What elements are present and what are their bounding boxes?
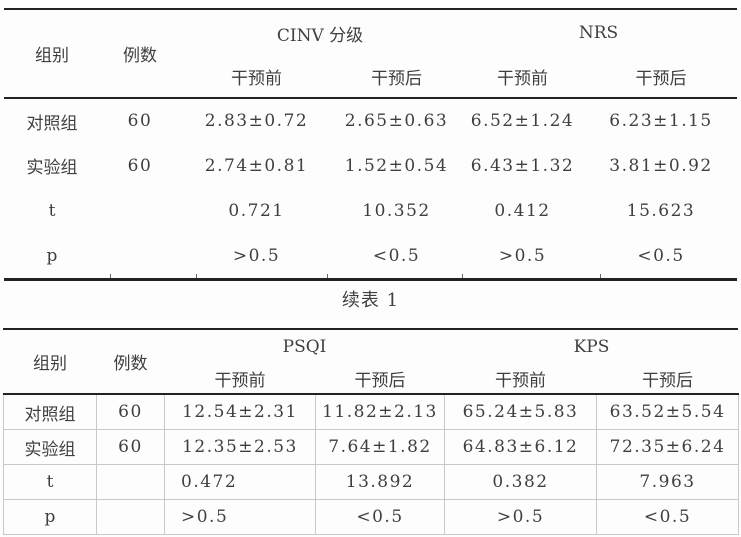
- table-row: p >0.5 <0.5 >0.5 <0.5: [4, 233, 737, 278]
- header-group-col: 组别: [4, 10, 100, 99]
- stats-table-1-grid: 组别 例数 CINV 分级 NRS 干预前 干预后 干预前 干预后 对照组 60…: [4, 10, 738, 278]
- rule-tick: [600, 274, 601, 278]
- header-pre: 干预前: [460, 56, 585, 99]
- value-cell: 3.81±0.92: [609, 155, 713, 176]
- stats-table-1: 组别 例数 CINV 分级 NRS 干预前 干预后 干预前 干预后 对照组 60…: [4, 8, 738, 281]
- value-cell: 12.54±2.31: [164, 393, 316, 430]
- value-cell: 15.623: [626, 200, 696, 221]
- value-cell: >0.5: [498, 245, 547, 266]
- cases-cell: 60: [127, 155, 153, 176]
- value-cell: 10.352: [362, 200, 431, 221]
- header-psqi-group: PSQI: [282, 336, 327, 357]
- value-cell: 2.83±0.72: [204, 111, 309, 131]
- row-label-cell: 对照组: [26, 113, 78, 134]
- value-cell: 12.35±2.53: [164, 429, 316, 465]
- value-cell: 6.43±1.32: [470, 155, 575, 176]
- value-cell: <0.5: [315, 499, 445, 535]
- cases-cell: [100, 188, 180, 233]
- table-row: 实验组 60 2.74±0.81 1.52±0.54 6.43±1.32 3.8…: [4, 143, 737, 188]
- header-group-col: 组别: [3, 330, 97, 395]
- value-cell: 6.23±1.15: [609, 111, 713, 131]
- value-cell: 72.35±6.24: [595, 429, 740, 465]
- stats-table-2-grid: 组别 例数 PSQI KPS 干预前 干预后 干预前 干预后 对照组 60 12…: [3, 330, 740, 535]
- value-cell: 6.52±1.24: [470, 111, 575, 131]
- cases-cell: [96, 499, 165, 535]
- value-cell: 2.65±0.63: [344, 111, 449, 131]
- table-row: p >0.5 <0.5 >0.5 <0.5: [3, 499, 740, 535]
- table-row: 对照组 60 12.54±2.31 11.82±2.13 65.24±5.83 …: [3, 393, 740, 430]
- row-label-cell: 实验组: [3, 429, 97, 465]
- value-cell: 0.412: [494, 200, 551, 221]
- header-post: 干预后: [315, 363, 445, 395]
- row-label-cell: p: [3, 499, 97, 535]
- value-cell: <0.5: [595, 499, 740, 535]
- value-cell: 65.24±5.83: [444, 393, 597, 430]
- header-pre: 干预前: [180, 56, 333, 99]
- rule-tick: [462, 274, 463, 278]
- value-cell: >0.5: [232, 245, 281, 266]
- value-cell: >0.5: [164, 499, 316, 535]
- value-cell: 11.82±2.13: [315, 393, 445, 430]
- row-label-cell: t: [48, 200, 56, 221]
- value-cell: <0.5: [637, 245, 685, 266]
- value-cell: 63.52±5.54: [595, 393, 740, 430]
- row-label-cell: 实验组: [26, 158, 78, 178]
- value-cell: 0.382: [444, 464, 597, 500]
- value-cell: 1.52±0.54: [344, 155, 449, 176]
- row-label-cell: 对照组: [3, 393, 97, 430]
- value-cell: >0.5: [444, 499, 597, 535]
- rule-tick: [327, 274, 328, 278]
- header-nrs-group: NRS: [578, 23, 619, 43]
- value-cell: 7.64±1.82: [315, 429, 445, 465]
- value-cell: 64.83±6.12: [444, 429, 597, 465]
- value-cell: <0.5: [372, 245, 421, 266]
- cases-cell: 60: [127, 111, 153, 131]
- header-post: 干预后: [596, 363, 739, 395]
- rule-tick: [196, 274, 197, 278]
- header-pre: 干预前: [164, 363, 316, 395]
- cases-cell: 60: [96, 393, 165, 430]
- cases-cell: [100, 233, 180, 278]
- table-row: t 0.472 13.892 0.382 7.963: [3, 464, 740, 500]
- table-row: t 0.721 10.352 0.412 15.623: [4, 188, 737, 233]
- header-cinv-group: CINV 分级: [276, 25, 364, 46]
- cases-cell: [96, 464, 165, 500]
- cases-cell: 60: [96, 429, 165, 465]
- table-row: 对照组 60 2.83±0.72 2.65±0.63 6.52±1.24 6.2…: [4, 98, 737, 143]
- value-cell: 0.721: [228, 200, 285, 221]
- continued-table-caption: 续表 1: [341, 290, 400, 311]
- rule-tick: [110, 274, 111, 278]
- header-pre: 干预前: [444, 363, 597, 395]
- value-cell: 13.892: [315, 464, 445, 500]
- header-cases-col: 例数: [96, 330, 165, 395]
- header-post: 干预后: [333, 56, 460, 99]
- row-label-cell: t: [3, 464, 97, 500]
- row-label-cell: p: [46, 245, 58, 266]
- value-cell: 0.472: [164, 464, 316, 500]
- value-cell: 2.74±0.81: [204, 155, 309, 176]
- header-cases-col: 例数: [100, 10, 180, 99]
- stats-table-2: 组别 例数 PSQI KPS 干预前 干预后 干预前 干预后 对照组 60 12…: [3, 328, 740, 535]
- table-row: 实验组 60 12.35±2.53 7.64±1.82 64.83±6.12 7…: [3, 429, 740, 465]
- value-cell: 7.963: [595, 464, 740, 500]
- header-kps-group: KPS: [573, 336, 610, 357]
- header-post: 干预后: [585, 56, 738, 99]
